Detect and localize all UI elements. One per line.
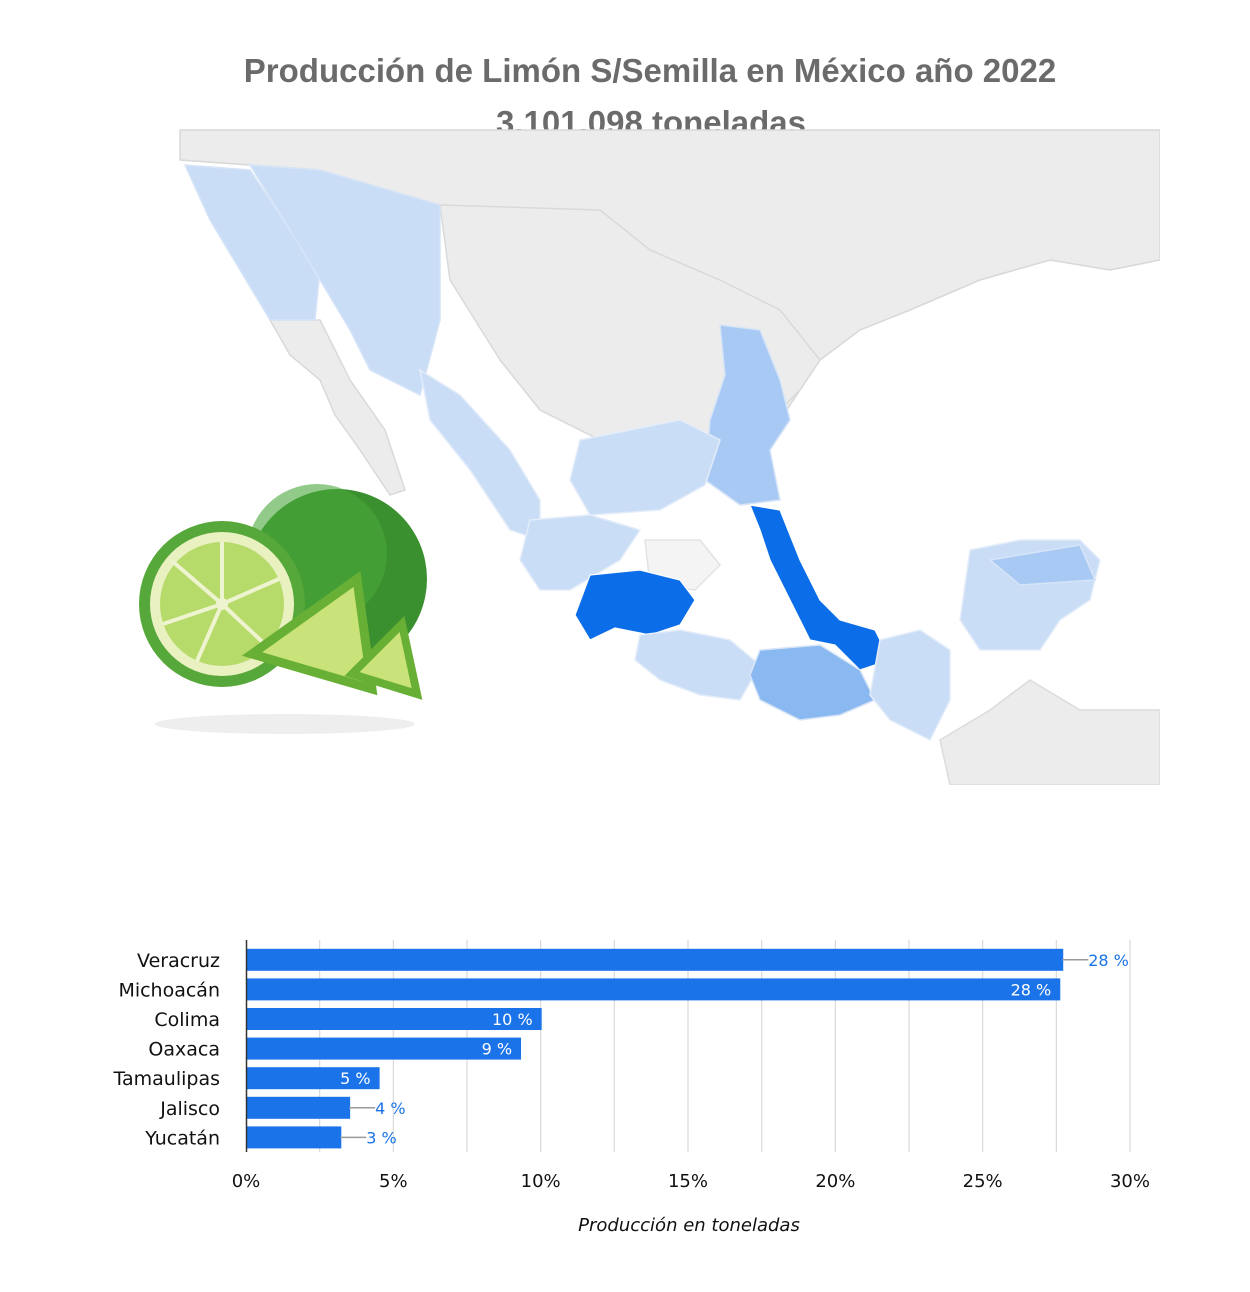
x-tick-label: 30% [1110, 1171, 1150, 1192]
data-label: 4 % [375, 1099, 405, 1118]
x-tick-label: 0% [232, 1171, 261, 1192]
state-oaxaca [749, 644, 877, 721]
bar [247, 1037, 522, 1060]
lime-wedge-small [344, 615, 423, 700]
category-label: Michoacán [118, 979, 220, 1001]
data-label: 9 % [482, 1040, 512, 1059]
bar [247, 978, 1061, 1001]
x-tick-label: 20% [815, 1171, 855, 1192]
category-label: Oaxaca [148, 1039, 220, 1061]
x-tick-label: 25% [963, 1171, 1003, 1192]
central-america [939, 679, 1160, 785]
bar [247, 948, 1064, 971]
x-tick-label: 5% [379, 1171, 408, 1192]
mexico-choropleth-map [179, 129, 1160, 785]
data-label: 5 % [340, 1069, 370, 1088]
data-label: 10 % [492, 1010, 533, 1029]
state-chiapas [869, 629, 951, 742]
category-label: Colima [154, 1009, 220, 1031]
category-label: Tamaulipas [113, 1068, 220, 1090]
category-label: Veracruz [137, 950, 220, 972]
lime-wedge [241, 571, 378, 696]
baja-sur [268, 319, 406, 496]
category-label: Yucatán [144, 1127, 220, 1149]
state-tamaulipas [704, 324, 791, 506]
bar [247, 1008, 542, 1030]
state-central-north [569, 419, 721, 516]
state-yucatan-east [988, 544, 1097, 586]
bar [247, 1096, 351, 1119]
bar [247, 1067, 380, 1090]
chart-title: Producción de Limón S/Semilla en México … [243, 52, 1057, 89]
category-label: Jalisco [159, 1098, 220, 1120]
x-tick-label: 10% [521, 1171, 561, 1192]
state-michoacan [574, 569, 696, 641]
state-sonora [248, 164, 441, 397]
data-label: 3 % [366, 1128, 396, 1147]
state-baja-california [183, 164, 321, 321]
bar [247, 1126, 342, 1149]
data-label: 28 % [1011, 980, 1052, 999]
state-guerrero [634, 629, 761, 701]
data-label: 28 % [1088, 951, 1129, 970]
x-axis-title: Producción en toneladas [578, 1215, 800, 1236]
lime-image [139, 484, 427, 734]
x-tick-label: 15% [668, 1171, 708, 1192]
